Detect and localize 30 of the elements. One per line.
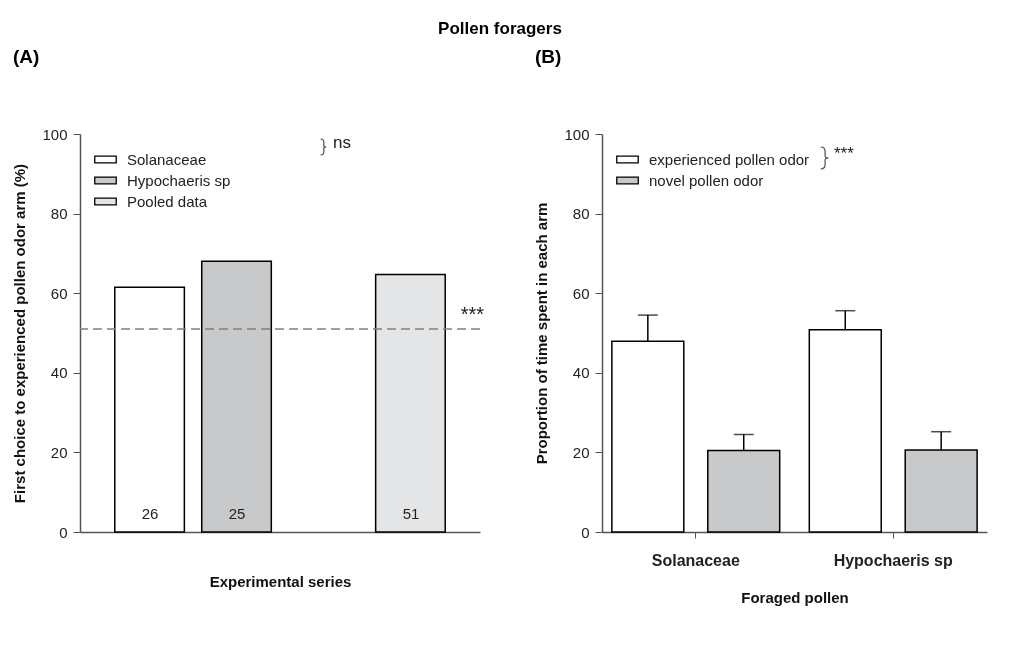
y-tick-label: 60 — [572, 284, 590, 302]
annotation: *** — [834, 144, 855, 163]
y-tick-label: 100 — [564, 125, 590, 143]
y-tick-label: 40 — [572, 364, 590, 382]
chart-title: Pollen foragers — [438, 19, 562, 38]
y-tick-label: 0 — [59, 523, 68, 541]
y-tick-label: 80 — [572, 205, 590, 223]
y-tick-label: 0 — [581, 523, 590, 541]
ref-line-label: *** — [460, 303, 485, 326]
y-axis-title: Proportion of time spent in each arm — [533, 202, 551, 465]
legend-label: Hypochaeris sp — [127, 171, 231, 189]
y-tick-label: 80 — [50, 205, 68, 223]
y-tick-label: 20 — [572, 443, 590, 461]
annotation: 51 — [402, 505, 420, 522]
annotation: 25 — [228, 505, 246, 522]
y-tick-label: 60 — [50, 284, 68, 302]
annotation: ns — [333, 133, 351, 152]
x-axis-title: Foraged pollen — [741, 588, 849, 606]
y-tick-label: 20 — [50, 443, 68, 461]
x-axis-title: Experimental series — [209, 572, 352, 590]
legend-label: experienced pollen odor — [649, 150, 810, 168]
legend-label: Pooled data — [127, 192, 208, 210]
y-tick-label: 40 — [50, 364, 68, 382]
annotation: 26 — [141, 505, 159, 522]
chart-subtitle: (A) — [12, 46, 40, 67]
y-axis-title: First choice to experienced pollen odor arm (%) — [11, 163, 29, 504]
legend-label: Solanaceae — [127, 150, 207, 168]
legend-label: novel pollen odor — [649, 171, 764, 189]
y-tick-label: 100 — [42, 125, 68, 143]
chart-subtitle: (B) — [534, 46, 562, 67]
